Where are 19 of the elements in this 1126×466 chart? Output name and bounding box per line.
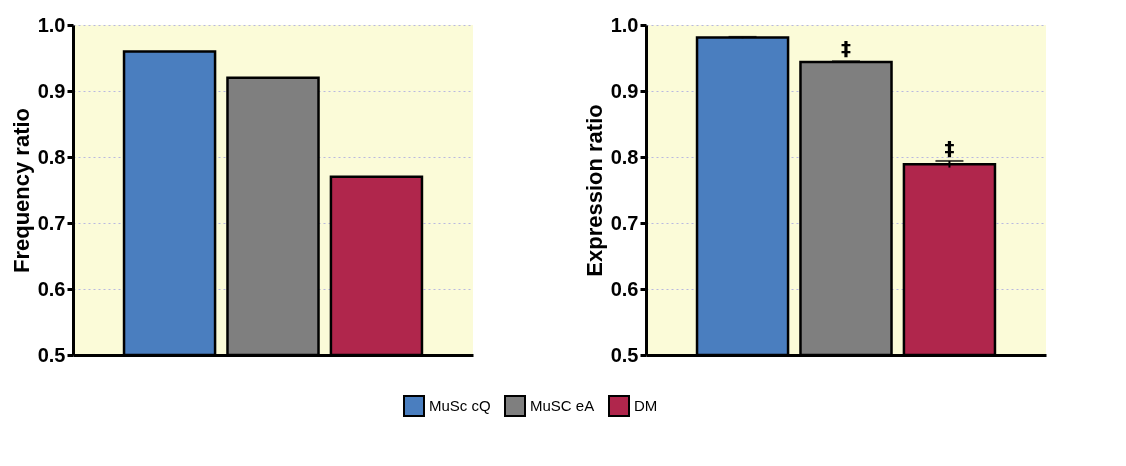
y-tick-label: 1.0: [610, 13, 639, 36]
y-tick-label: 0.5: [610, 343, 639, 366]
y-tick-label: 0.5: [37, 343, 66, 366]
legend-label: DM: [634, 397, 658, 414]
y-tick-label: 0.9: [37, 79, 66, 102]
y-axis-title: Expression ratio: [581, 104, 607, 277]
y-tick-label: 0.9: [610, 79, 639, 102]
y-tick-label: 1.0: [37, 13, 66, 36]
annotation: ‡: [944, 135, 955, 160]
y-tick-label: 0.7: [37, 211, 66, 234]
y-tick-label: 0.8: [610, 145, 639, 168]
y-tick-label: 0.6: [37, 277, 66, 300]
y-tick-label: 0.6: [610, 277, 639, 300]
y-axis-title: Frequency ratio: [8, 107, 34, 274]
y-tick-label: 0.8: [37, 145, 66, 168]
y-tick-label: 0.7: [610, 211, 639, 234]
legend-label: MuSc cQ: [429, 397, 491, 414]
annotation: ‡: [841, 36, 851, 61]
legend-label: MuSC eA: [530, 397, 595, 414]
